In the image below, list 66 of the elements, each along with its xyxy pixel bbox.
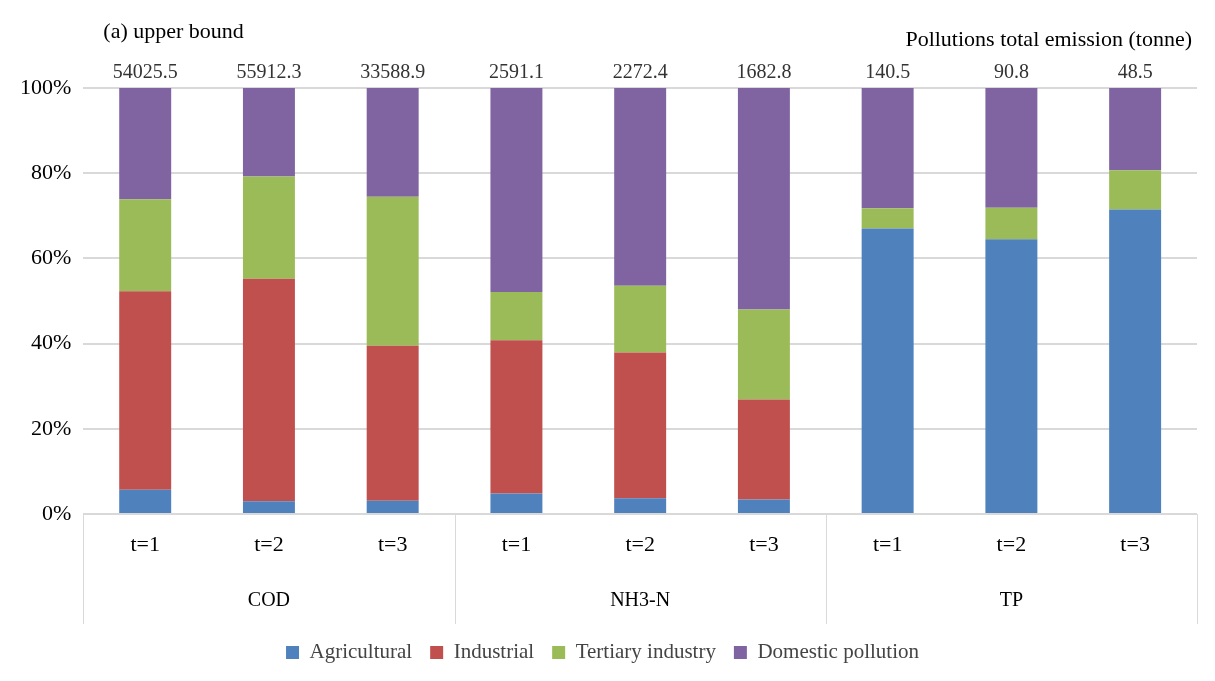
bar (614, 285, 667, 353)
legend-label: Tertiary industry (575, 639, 717, 664)
y-tick-label: 0% (42, 499, 72, 525)
bar (737, 309, 790, 400)
bar (119, 489, 172, 513)
bar (985, 207, 1038, 240)
bar (861, 88, 914, 209)
bar (490, 493, 543, 513)
bar (119, 88, 172, 200)
bar (242, 88, 295, 177)
text: 2272.4 (612, 60, 668, 82)
bar (614, 352, 667, 499)
bar (366, 196, 419, 346)
chart-title: (a) upper bound (103, 18, 244, 43)
bar (985, 239, 1038, 513)
x-tick-label: t=3 (377, 530, 408, 556)
bar (119, 199, 172, 292)
y-tick-label: 80% (31, 158, 72, 184)
bar (119, 291, 172, 490)
text: 140.5 (865, 60, 911, 82)
x-tick-label: t=3 (749, 530, 779, 556)
x-tick-label: t=1 (501, 530, 532, 556)
legend-label: Domestic pollution (757, 639, 920, 664)
bar (861, 228, 914, 513)
y-tick-label: 20% (31, 414, 72, 440)
legend-label: Agricultural (309, 639, 413, 664)
text: 2591.1 (488, 60, 544, 82)
bar (1109, 170, 1162, 210)
legend-label: Industrial (453, 639, 535, 664)
text: 1682.8 (736, 60, 792, 82)
bar (242, 278, 295, 502)
x-tick-label: t=2 (996, 530, 1027, 556)
text: 55912.3 (236, 60, 302, 82)
text: NH3-N (610, 588, 671, 610)
bar (242, 176, 295, 279)
x-tick-label: t=2 (625, 530, 655, 556)
text: 90.8 (993, 60, 1029, 82)
bar (490, 292, 543, 341)
y-tick-label: 100% (20, 73, 72, 99)
bar (242, 501, 295, 513)
bar (490, 340, 543, 494)
bar (737, 399, 790, 500)
y-tick-label: 60% (31, 244, 72, 270)
text: 33588.9 (360, 60, 426, 82)
text: TP (999, 588, 1024, 610)
x-tick-label: t=1 (872, 530, 903, 556)
x-tick-label: t=2 (254, 530, 284, 556)
bar (614, 88, 667, 286)
bar (861, 208, 914, 229)
bar (1109, 88, 1162, 171)
bar (985, 88, 1038, 208)
bar (614, 498, 667, 513)
bar (366, 88, 419, 197)
x-tick-label: t=3 (1120, 530, 1150, 556)
text: 48.5 (1117, 60, 1153, 82)
text: COD (247, 588, 291, 610)
x-tick-label: t=1 (130, 530, 160, 556)
bar (366, 500, 419, 513)
bar (490, 88, 543, 293)
bar (737, 88, 790, 310)
text: 54025.5 (112, 60, 178, 82)
bar (1109, 209, 1162, 513)
bar (737, 499, 790, 513)
chart-subtitle: Pollutions total emission (tonne) (905, 26, 1192, 51)
y-tick-label: 40% (31, 329, 72, 355)
bar (366, 345, 419, 501)
